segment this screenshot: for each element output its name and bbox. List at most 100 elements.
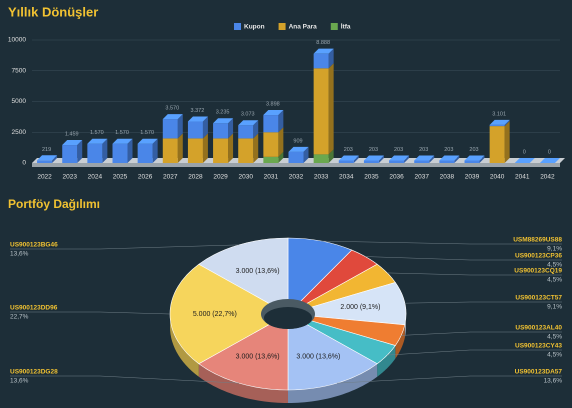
x-tick-label: 2037 xyxy=(414,174,429,181)
x-tick-label: 2027 xyxy=(163,174,178,181)
total-label: 219 xyxy=(42,147,51,153)
bar-top xyxy=(137,138,158,144)
slice-percent: 13,6% xyxy=(544,378,563,385)
bar-side xyxy=(278,151,284,163)
legend-swatch xyxy=(234,23,241,30)
bar-side xyxy=(404,155,410,163)
x-tick-label: 2042 xyxy=(540,174,555,181)
total-label: 203 xyxy=(344,147,353,153)
bar-top xyxy=(37,155,58,161)
slice-name: US900123CQ19 xyxy=(514,268,562,275)
bar-segment xyxy=(489,124,505,127)
bar-top xyxy=(187,116,208,122)
bar-segment xyxy=(162,119,178,139)
bar-side xyxy=(479,155,485,163)
slice-percent: 4,5% xyxy=(547,262,562,269)
total-label: 203 xyxy=(469,147,478,153)
bar-segment xyxy=(489,126,505,163)
slice-percent: 13,6% xyxy=(10,378,29,385)
bar-side xyxy=(152,138,158,163)
bar-side xyxy=(328,48,334,69)
total-label: 8.888 xyxy=(316,40,330,46)
bar-top xyxy=(539,158,560,163)
x-tick-label: 2030 xyxy=(238,174,253,181)
bar-side xyxy=(52,155,58,163)
slice-name: US900123DA57 xyxy=(515,369,563,376)
bar-side xyxy=(77,140,83,163)
leader-line xyxy=(365,256,471,261)
bar-side xyxy=(253,133,259,163)
bar-segment xyxy=(338,160,354,163)
bar-chart-title: Yıllık Dönüşler xyxy=(8,4,98,19)
slice-percent: 9,1% xyxy=(547,304,562,311)
bar-top xyxy=(464,155,485,161)
slice-label: 3.000 (13,6%) xyxy=(236,268,280,275)
slice-label: 3.000 (13,6%) xyxy=(296,354,340,361)
total-label: 3.570 xyxy=(165,106,179,112)
total-label: 203 xyxy=(369,147,378,153)
bar-segment xyxy=(62,145,78,163)
x-tick-label: 2036 xyxy=(389,174,404,181)
bar-top xyxy=(338,155,359,161)
bar-segment xyxy=(389,160,405,163)
slice-name: US900123CY43 xyxy=(515,343,562,350)
bar-segment xyxy=(187,138,203,163)
y-tick-label: 10000 xyxy=(8,37,26,44)
bar-segment xyxy=(213,123,229,139)
x-tick-label: 2029 xyxy=(213,174,228,181)
bar-side xyxy=(504,121,510,163)
bar-segment xyxy=(363,160,379,163)
bar-top xyxy=(213,118,234,124)
bar-side xyxy=(202,116,208,139)
x-tick-label: 2034 xyxy=(339,174,354,181)
donut-hole-inner xyxy=(264,307,312,329)
bar-side xyxy=(228,133,234,163)
slice xyxy=(198,237,289,315)
slice-side xyxy=(198,363,288,403)
legend-swatch xyxy=(330,23,338,30)
slice-name: US900123AL40 xyxy=(515,325,562,332)
bar-side xyxy=(253,120,259,139)
x-tick-label: 2040 xyxy=(490,174,505,181)
bar-segment xyxy=(313,154,329,163)
legend-swatch xyxy=(278,23,286,30)
slice-name: US900123BG46 xyxy=(10,242,58,249)
bar-top xyxy=(87,138,108,144)
legend-label: Kupon xyxy=(244,24,265,31)
slice-name: US900123CP36 xyxy=(515,253,562,260)
x-tick-label: 2024 xyxy=(88,174,103,181)
slice-percent: 13,6% xyxy=(10,251,29,258)
total-label: 203 xyxy=(419,147,428,153)
x-tick-label: 2022 xyxy=(37,174,52,181)
bar-top xyxy=(363,155,384,161)
bar-side xyxy=(353,155,359,163)
bar-side xyxy=(102,138,108,163)
bar-segment xyxy=(263,132,279,157)
bar-side xyxy=(278,110,284,133)
legend-label: Ana Para xyxy=(289,24,318,31)
bar-segment xyxy=(213,138,229,163)
total-label: 1.570 xyxy=(115,130,129,136)
bar-segment xyxy=(263,156,279,163)
bar-top xyxy=(263,110,284,116)
total-label: 3.101 xyxy=(492,111,506,117)
bar-side xyxy=(429,155,435,163)
total-label: 203 xyxy=(444,147,453,153)
slice-name: US900123CT57 xyxy=(515,295,562,302)
bar-side xyxy=(328,63,334,155)
bar-segment xyxy=(263,115,279,133)
total-label: 3.372 xyxy=(191,108,205,114)
bar-segment xyxy=(414,160,430,163)
x-tick-label: 2026 xyxy=(138,174,153,181)
leader-line xyxy=(99,244,239,250)
total-label: 3.073 xyxy=(241,112,255,118)
slice-name: US900123DD96 xyxy=(10,305,58,312)
bar-segment xyxy=(313,68,329,155)
bar-top xyxy=(288,146,309,152)
leader-line xyxy=(99,375,239,384)
slice-percent: 22,7% xyxy=(10,314,29,321)
total-label: 203 xyxy=(394,147,403,153)
bar-top xyxy=(112,138,133,144)
bar-side xyxy=(303,146,309,163)
